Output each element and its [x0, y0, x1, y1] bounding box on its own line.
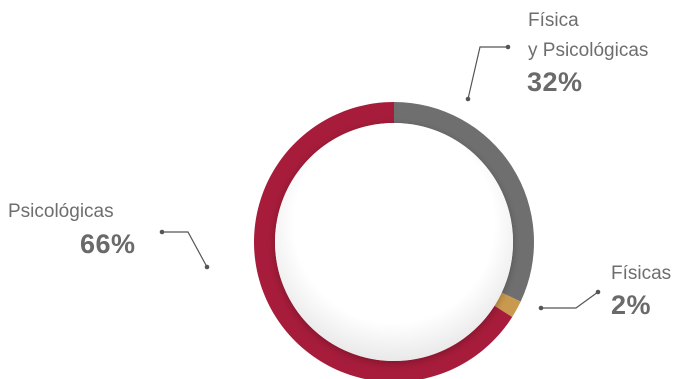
label-fisicas: Físicas	[611, 263, 672, 284]
slice-fisicas	[494, 292, 521, 318]
leader-dot	[465, 96, 471, 102]
leader-dot	[159, 229, 165, 235]
leader-line-psicologicas	[162, 231, 208, 268]
label-fisica-y-psicologicas-line1: Física	[528, 10, 579, 31]
slice-fisica-y-psicologicas	[394, 102, 534, 302]
leader-line-fisica-y-psicologicas	[467, 46, 508, 100]
label-psicologicas: Psicológicas	[8, 201, 114, 222]
leader-dot	[204, 264, 210, 270]
leader-line-fisicas	[541, 291, 599, 309]
leader-dot	[595, 289, 601, 295]
leader-dot	[505, 44, 511, 50]
label-fisicas-percent: 2%	[611, 290, 652, 320]
label-fisica-y-psicologicas-line2: y Psicológicas	[528, 40, 649, 61]
leader-dot	[538, 305, 544, 311]
donut-hole	[275, 123, 513, 361]
label-fisica-y-psicologicas-percent: 32%	[527, 67, 583, 97]
label-psicologicas-percent: 66%	[80, 229, 136, 259]
